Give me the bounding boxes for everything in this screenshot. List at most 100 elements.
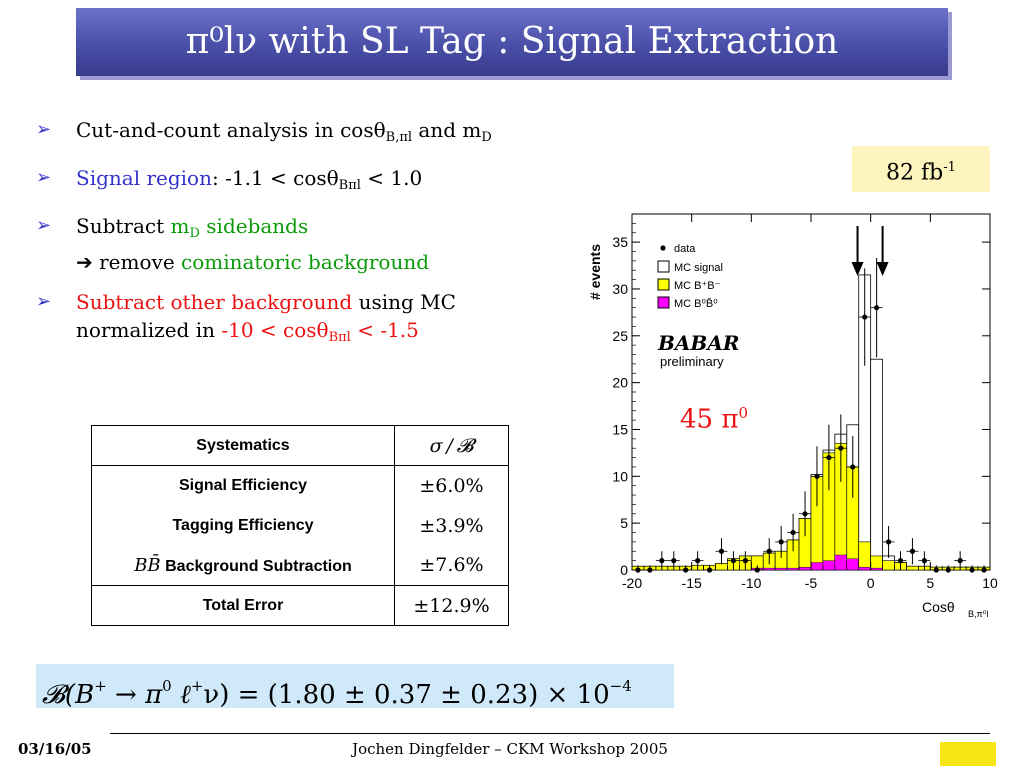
total-value: ±12.9% <box>394 585 509 626</box>
data-point <box>659 558 665 564</box>
bpbm-bar <box>882 560 895 571</box>
data-point <box>730 558 737 564</box>
systematics-header-row: Systematics σ / 𝓑 <box>91 425 509 466</box>
bullet-2: ➢ Signal region: -1.1 < cosθBπl < 1.0 <box>36 164 596 200</box>
total-label: Total Error <box>91 585 395 626</box>
data-point <box>683 567 689 573</box>
histogram-chart: -20 -15 -10 -5 0 5 10 0 5 10 15 20 25 30 35 # events Cos… <box>587 213 998 619</box>
legend-data-label: data <box>674 243 696 255</box>
row-value: ±7.6% <box>394 545 509 586</box>
data-point <box>850 464 856 470</box>
formula-ell: ℓ <box>171 680 191 710</box>
b0b0-bar <box>870 567 883 571</box>
bullet-3-green-3: cominatoric background <box>181 250 430 274</box>
b0b0-bar <box>763 567 776 571</box>
legend-signal-label: MC signal <box>674 262 723 274</box>
bullet-3-green: m <box>170 214 190 238</box>
data-point <box>874 305 880 311</box>
luminosity-exp: -1 <box>943 160 956 175</box>
bullet-arrow-icon: ➢ <box>36 119 52 140</box>
data-point <box>909 548 916 554</box>
row-value: ±6.0% <box>394 465 509 506</box>
x-tick-label: -15 <box>682 575 702 591</box>
legend-data-marker <box>660 245 666 251</box>
slide-title: π⁰lν with SL Tag : Signal Extraction <box>185 21 839 62</box>
b0b0-bar <box>786 567 800 571</box>
footer-color-block <box>940 742 996 766</box>
signal-count-sup: 0 <box>738 404 748 422</box>
bullet-4-red: Subtract other background <box>76 290 353 314</box>
data-point <box>885 539 892 545</box>
x-tick-label: -10 <box>741 575 761 591</box>
bullet-3-green-2: sidebands <box>199 214 309 238</box>
data-point <box>754 567 760 573</box>
bullet-list: ➢ Cut-and-count analysis in cosθB,πl and… <box>36 116 596 364</box>
data-point <box>862 314 868 320</box>
data-point <box>826 454 832 461</box>
babar-preliminary: preliminary <box>660 354 724 369</box>
bullet-arrow-icon: ➢ <box>36 291 52 312</box>
data-point <box>814 473 820 479</box>
bullet-4-text-2: normalized in <box>76 318 222 342</box>
table-row: BB̄ Background Subtraction ±7.6% <box>91 545 509 586</box>
footer-divider <box>110 733 990 734</box>
data-point <box>897 558 904 564</box>
legend-b0b0-swatch <box>657 296 670 309</box>
row-label: Background Subtraction <box>160 557 352 575</box>
y-tick-label: 10 <box>612 468 628 484</box>
data-point <box>921 558 927 564</box>
signal-count: 45 π <box>680 404 739 435</box>
bpbm-bar <box>906 565 919 571</box>
x-axis-label-sub: B,π⁰l <box>968 609 988 619</box>
b-label: 𝓑 <box>456 434 474 457</box>
data-point <box>718 548 725 554</box>
bullet-4-red-2: -10 < cosθ <box>221 318 329 342</box>
b0b0-bar <box>858 566 871 571</box>
y-axis-label: # events <box>587 244 603 300</box>
formula-plus-2: + <box>190 677 204 695</box>
bullet-4-red-3: < -1.5 <box>350 318 419 342</box>
branching-fraction-formula: 𝓑(B+ → π0 ℓ+ν) = (1.80 ± 0.37 ± 0.23) × … <box>36 664 674 710</box>
row-label-bb: BB̄ Background Subtraction <box>91 545 395 586</box>
x-tick-label: -5 <box>805 575 818 591</box>
bpbm-bar <box>870 555 883 571</box>
babar-logo: BABAR <box>657 331 739 355</box>
row-label: Signal Efficiency <box>91 465 395 506</box>
formula-plus-1: + <box>94 677 107 695</box>
bullet-3: ➢ Subtract mD sidebands ➔ remove cominat… <box>36 212 596 276</box>
legend-bpbm-label: MC B⁺B⁻ <box>674 280 721 292</box>
data-point <box>695 558 701 564</box>
signal-bar <box>870 358 883 571</box>
x-tick-label: 5 <box>926 575 934 591</box>
bullet-1-sub: B,πl <box>385 130 413 145</box>
data-point <box>706 567 713 573</box>
x-tick-label: 10 <box>982 575 998 591</box>
bullet-arrow-icon: ➢ <box>36 215 52 236</box>
bullet-1-text: Cut-and-count analysis in cosθ <box>76 118 386 142</box>
bullet-1: ➢ Cut-and-count analysis in cosθB,πl and… <box>36 116 596 152</box>
data-point <box>933 567 939 573</box>
title-bar: π⁰lν with SL Tag : Signal Extraction <box>76 8 948 76</box>
b0b0-bar <box>774 567 788 571</box>
bullet-3-text-2: ➔ remove <box>76 250 182 274</box>
data-point <box>766 548 772 554</box>
bullet-1-text-2: and m <box>412 118 482 142</box>
data-point <box>671 558 677 564</box>
y-tick-label: 25 <box>612 328 628 344</box>
signal-region-arrow-head <box>876 262 889 276</box>
bullet-arrow-icon: ➢ <box>36 167 52 188</box>
data-point <box>778 539 784 545</box>
y-tick-label: 35 <box>612 234 628 250</box>
x-tick-label: 0 <box>867 575 875 591</box>
table-row: Signal Efficiency ±6.0% <box>91 465 509 506</box>
b0b0-bar <box>798 566 812 571</box>
b0b0-bar <box>822 560 836 571</box>
table-row: Tagging Efficiency ±3.9% <box>91 505 509 546</box>
b0b0-bar <box>810 562 824 571</box>
y-tick-label: 15 <box>612 421 628 437</box>
formula-rest: ν) = (1.80 ± 0.37 ± 0.23) × 10 <box>203 680 610 710</box>
bullet-4-text: using MC <box>352 290 456 314</box>
y-tick-label: 0 <box>620 562 628 578</box>
data-point <box>945 567 951 573</box>
data-point <box>647 567 653 573</box>
